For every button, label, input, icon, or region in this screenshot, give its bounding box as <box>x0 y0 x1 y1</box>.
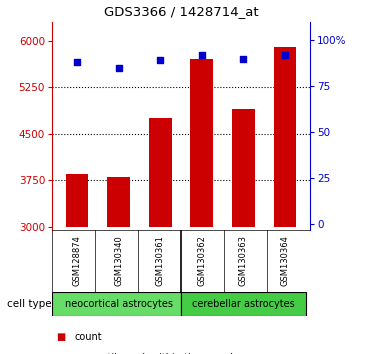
Text: cell type: cell type <box>7 299 52 309</box>
Point <box>74 59 80 65</box>
Bar <box>181 292 306 316</box>
Text: GSM128874: GSM128874 <box>72 235 82 286</box>
Bar <box>66 174 88 227</box>
Bar <box>232 109 255 227</box>
Point <box>282 52 288 58</box>
Text: GSM130340: GSM130340 <box>114 235 123 286</box>
Text: count: count <box>74 332 102 342</box>
Bar <box>273 47 296 227</box>
Bar <box>107 177 130 227</box>
Point <box>240 56 246 62</box>
Text: cerebellar astrocytes: cerebellar astrocytes <box>192 299 295 309</box>
Text: GSM130364: GSM130364 <box>280 235 289 286</box>
Text: neocortical astrocytes: neocortical astrocytes <box>65 299 173 309</box>
Bar <box>190 59 213 227</box>
Point <box>116 65 122 71</box>
Point <box>157 58 163 63</box>
Bar <box>52 292 181 316</box>
Text: ■: ■ <box>56 332 65 342</box>
Text: GSM130363: GSM130363 <box>239 235 248 286</box>
Text: GSM130362: GSM130362 <box>197 235 206 286</box>
Text: GSM130361: GSM130361 <box>156 235 165 286</box>
Title: GDS3366 / 1428714_at: GDS3366 / 1428714_at <box>104 5 258 18</box>
Bar <box>149 118 172 227</box>
Point <box>199 52 205 58</box>
